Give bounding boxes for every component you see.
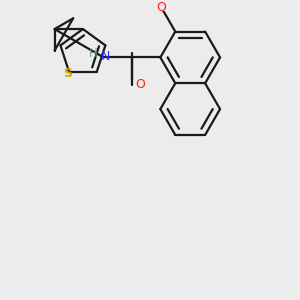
Text: H: H [88, 47, 97, 61]
Text: O: O [156, 1, 166, 13]
Text: O: O [135, 77, 145, 91]
Text: S: S [63, 67, 72, 80]
Text: N: N [100, 50, 110, 63]
